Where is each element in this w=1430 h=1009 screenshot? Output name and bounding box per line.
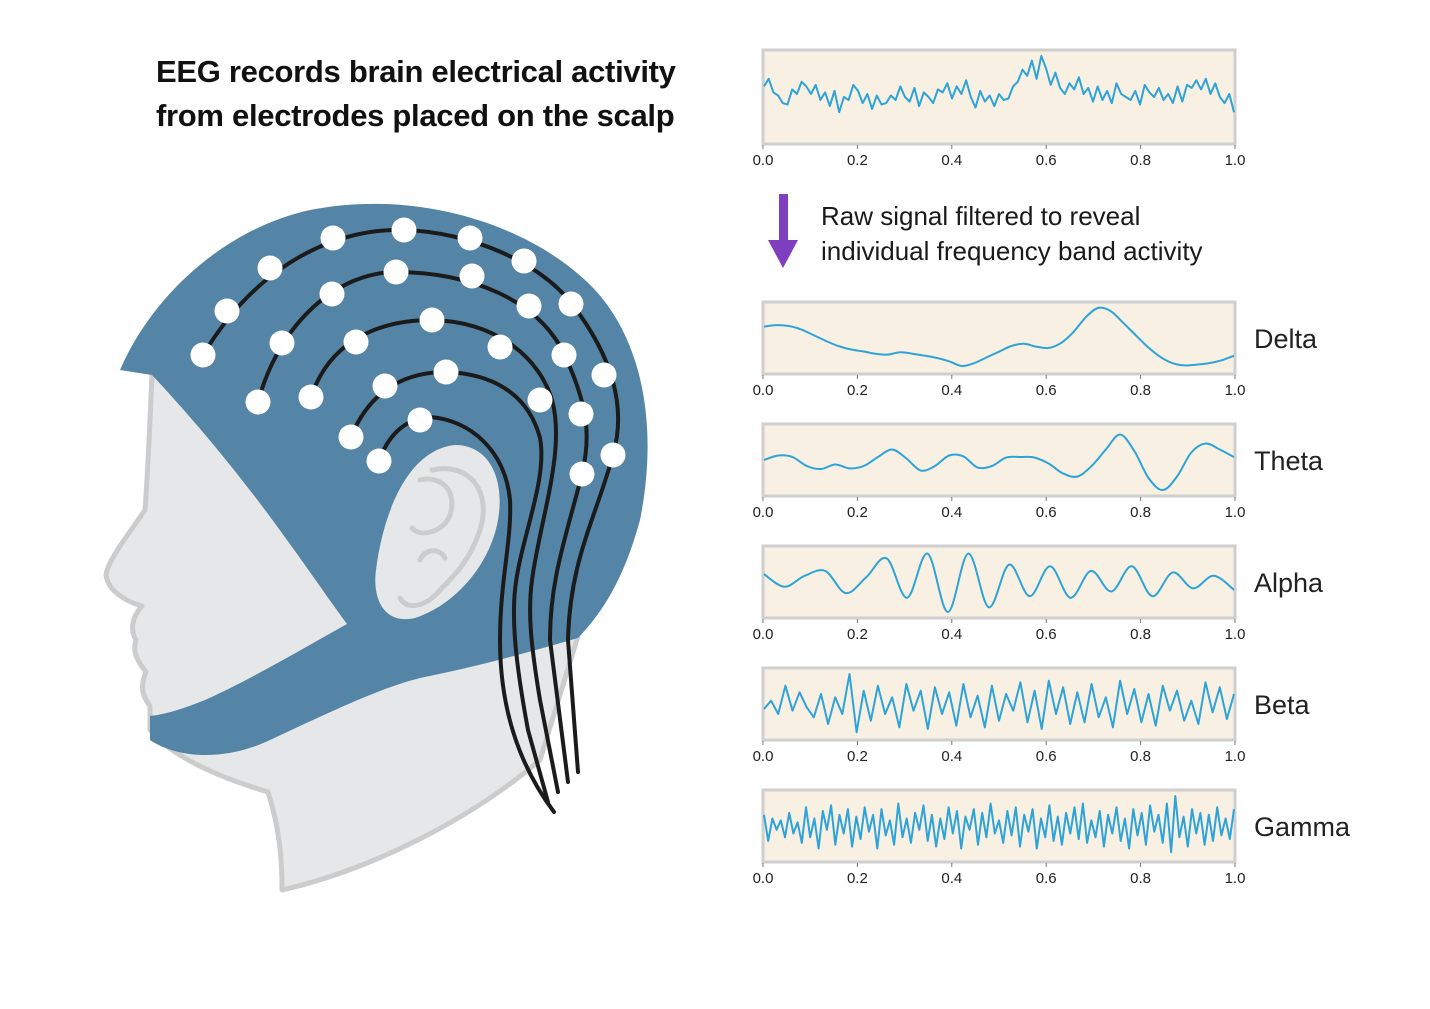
electrode-icon [269, 330, 295, 356]
x-tick-label: 0.8 [1130, 626, 1151, 643]
x-tick-label: 0.0 [753, 748, 774, 765]
x-tick-label: 0.2 [847, 626, 868, 643]
electrode-icon [343, 329, 369, 355]
signal-line-delta [763, 306, 1235, 368]
x-tick-label: 0.4 [941, 152, 962, 169]
x-tick-label: 0.0 [753, 152, 774, 169]
signal-line-alpha [763, 552, 1235, 613]
signal-panel-beta: 0.0 0.2 0.4 0.6 0.8 1.0 Beta [753, 666, 1311, 765]
electrode-icon [214, 298, 240, 324]
x-tick-label: 0.0 [753, 870, 774, 887]
electrode-icon [391, 217, 417, 243]
x-tick-label: 0.0 [753, 626, 774, 643]
electrode-icon [527, 387, 553, 413]
electrode-icon [551, 342, 577, 368]
x-tick-label: 0.6 [1036, 382, 1057, 399]
x-tick-label: 0.0 [753, 382, 774, 399]
signal-panel-raw: 0.0 0.2 0.4 0.6 0.8 1.0 [753, 48, 1246, 169]
electrode-icon [569, 461, 595, 487]
figure-title: EEG records brain electrical activity fr… [156, 50, 676, 138]
electrodes [190, 217, 626, 487]
electrode-icon [457, 225, 483, 251]
signal-panel-theta: 0.0 0.2 0.4 0.6 0.8 1.0 Theta [753, 422, 1324, 521]
x-tick-label: 0.6 [1036, 748, 1057, 765]
signal-line-beta [763, 673, 1235, 734]
x-tick-label: 0.6 [1036, 152, 1057, 169]
x-tick-label: 0.8 [1130, 382, 1151, 399]
title-line-1: EEG records brain electrical activity [156, 54, 676, 89]
electrode-icon [487, 334, 513, 360]
panel-frame [761, 48, 1237, 146]
x-tick-label: 0.2 [847, 152, 868, 169]
electrode-icon [245, 389, 271, 415]
electrode-icon [383, 259, 409, 285]
signal-line-raw [763, 55, 1235, 114]
x-tick-label: 0.0 [753, 504, 774, 521]
x-tick-label: 0.2 [847, 504, 868, 521]
head-illustration [103, 203, 648, 893]
signal-line-theta [763, 433, 1235, 491]
electrode-icon [558, 291, 584, 317]
x-tick-label: 0.4 [941, 382, 962, 399]
signal-panel-alpha: 0.0 0.2 0.4 0.6 0.8 1.0 Alpha [753, 544, 1324, 643]
electrode-icon [516, 293, 542, 319]
electrode-icon [338, 424, 364, 450]
signal-panel-delta: 0.0 0.2 0.4 0.6 0.8 1.0 Delta [753, 300, 1318, 399]
electrode-icon [319, 281, 345, 307]
x-tick-label: 1.0 [1225, 504, 1246, 521]
x-tick-label: 0.8 [1130, 748, 1151, 765]
signal-panel-gamma: 0.0 0.2 0.4 0.6 0.8 1.0 Gamma [753, 788, 1351, 887]
x-tick-label: 0.2 [847, 870, 868, 887]
electrode-icon [298, 384, 324, 410]
electrode-icon [433, 359, 459, 385]
electrode-icon [511, 248, 537, 274]
x-tick-label: 0.4 [941, 870, 962, 887]
down-arrow-icon [768, 194, 798, 268]
x-tick-label: 0.4 [941, 626, 962, 643]
x-tick-label: 0.8 [1130, 152, 1151, 169]
x-tick-label: 1.0 [1225, 152, 1246, 169]
x-tick-label: 0.6 [1036, 504, 1057, 521]
band-label-alpha: Alpha [1254, 568, 1324, 598]
x-tick-label: 1.0 [1225, 626, 1246, 643]
x-tick-label: 0.4 [941, 748, 962, 765]
band-label-gamma: Gamma [1254, 812, 1351, 842]
electrode-icon [257, 255, 283, 281]
x-tick-label: 0.8 [1130, 870, 1151, 887]
electrode-icon [419, 307, 445, 333]
band-label-beta: Beta [1254, 690, 1311, 720]
x-tick-label: 0.4 [941, 504, 962, 521]
electrode-icon [366, 448, 392, 474]
x-tick-label: 1.0 [1225, 382, 1246, 399]
panel-frame [761, 544, 1237, 620]
x-tick-label: 0.6 [1036, 626, 1057, 643]
electrode-icon [600, 442, 626, 468]
signal-line-gamma [763, 795, 1235, 854]
x-tick-label: 0.6 [1036, 870, 1057, 887]
panel-frame [761, 300, 1237, 376]
electrode-icon [459, 263, 485, 289]
x-tick-label: 0.2 [847, 748, 868, 765]
x-tick-label: 1.0 [1225, 870, 1246, 887]
ear-icon [375, 445, 500, 620]
filter-note-line-2: individual frequency band activity [821, 236, 1203, 266]
band-label-theta: Theta [1254, 446, 1324, 476]
electrode-icon [320, 225, 346, 251]
electrode-icon [372, 373, 398, 399]
electrode-icon [568, 401, 594, 427]
x-tick-label: 0.8 [1130, 504, 1151, 521]
x-tick-label: 0.2 [847, 382, 868, 399]
panel-frame [761, 666, 1237, 742]
band-label-delta: Delta [1254, 324, 1318, 354]
electrode-icon [190, 342, 216, 368]
electrode-icon [407, 407, 433, 433]
x-tick-label: 1.0 [1225, 748, 1246, 765]
filter-note-line-1: Raw signal filtered to reveal [821, 201, 1141, 231]
panel-frame [761, 422, 1237, 498]
title-line-2: from electrodes placed on the scalp [156, 98, 675, 133]
electrode-icon [591, 362, 617, 388]
filter-note: Raw signal filtered to reveal individual… [821, 199, 1203, 269]
